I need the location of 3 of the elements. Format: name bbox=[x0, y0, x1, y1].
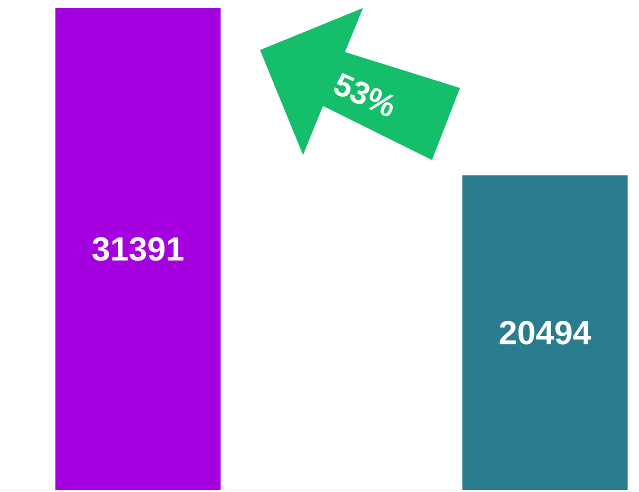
data-label: 31391 bbox=[92, 237, 184, 261]
annotation: 53% bbox=[334, 72, 394, 116]
data-label: 20494 bbox=[500, 320, 592, 344]
